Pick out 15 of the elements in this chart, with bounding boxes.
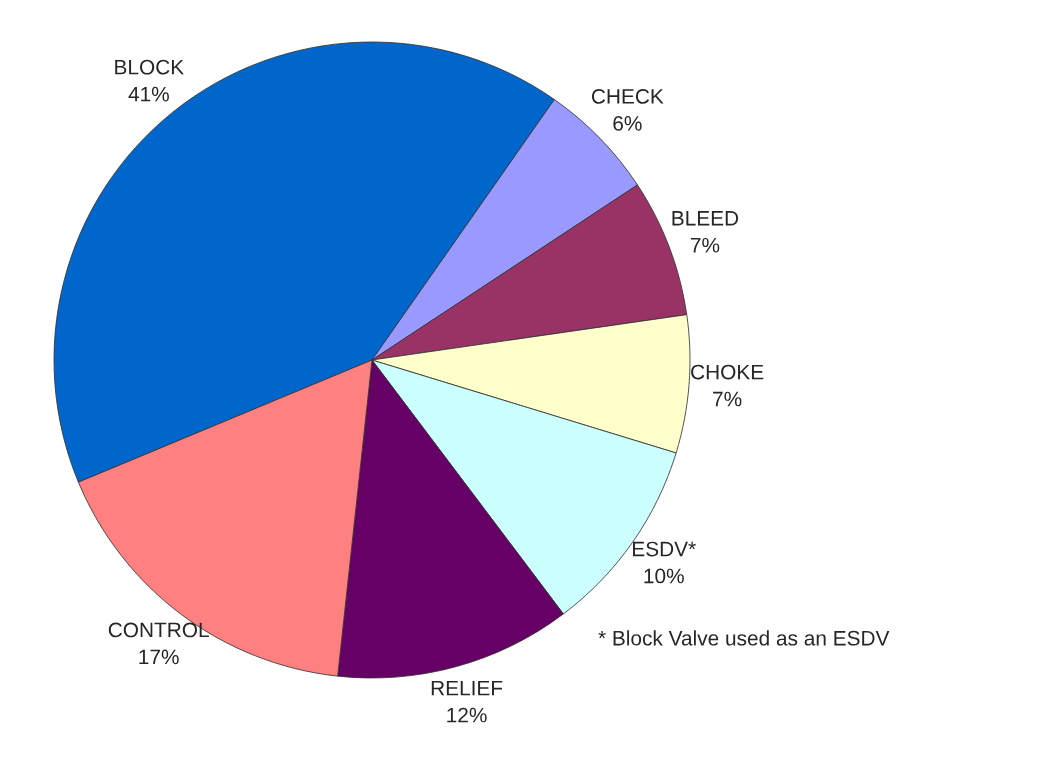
slice-label: BLOCK [115,59,184,75]
data-label: 12% [447,707,487,723]
data-label: 17% [139,649,179,665]
data-label: 7% [690,237,720,253]
slice-label: CHECK [591,89,664,104]
data-label: 6% [613,116,642,131]
data-label: 7% [713,391,742,407]
slice-label: ESDV* [633,541,696,557]
data-label: 10% [644,568,684,584]
data-label: 41% [128,86,169,102]
slice-label: RELIEF [431,680,503,696]
slice-label: BLEED [672,211,739,226]
slice-label: CHOKE [691,364,764,380]
slice-label: CONTROL [108,622,209,638]
text: * Block Valve used as an ESDV [598,630,890,646]
